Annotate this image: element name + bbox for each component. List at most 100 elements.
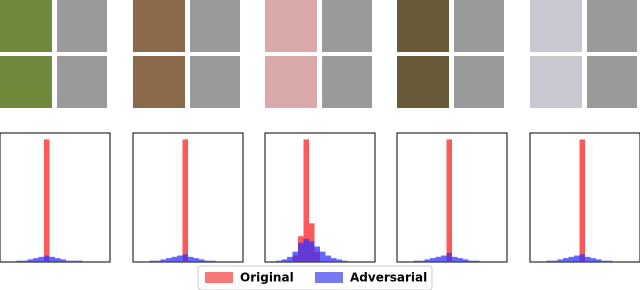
image <box>397 0 449 52</box>
histogram-bar <box>166 258 172 262</box>
histogram-bar <box>281 259 287 262</box>
histogram-bar <box>314 246 320 262</box>
series <box>182 139 188 262</box>
histogram-bar <box>568 256 574 262</box>
histogram-bar <box>38 256 44 262</box>
histogram-bar <box>563 258 569 262</box>
histogram-bar <box>435 256 441 262</box>
histogram-bar <box>557 259 563 262</box>
histogram-bar <box>325 255 331 262</box>
perturbation-map <box>587 0 637 52</box>
histogram-bar <box>607 260 613 262</box>
histogram-bar <box>66 260 72 262</box>
histogram-bar <box>441 255 447 262</box>
histogram-bar <box>276 260 282 262</box>
image <box>0 0 52 52</box>
histogram-bar <box>204 260 210 262</box>
series <box>413 252 480 262</box>
histogram-bar <box>210 260 216 262</box>
perturbation-map <box>57 56 107 108</box>
histogram-bar <box>446 139 452 262</box>
histogram-bar <box>463 259 469 262</box>
histogram-bar <box>44 139 50 262</box>
histogram-bar <box>596 259 602 262</box>
histogram-bar <box>474 260 480 262</box>
histogram-bar <box>49 256 55 262</box>
histogram-bar <box>16 260 22 262</box>
histogram-bar <box>199 259 205 262</box>
series <box>149 254 216 262</box>
histogram-bar <box>303 139 309 262</box>
perturbation-map <box>322 56 372 108</box>
histogram-bar <box>182 254 188 262</box>
image <box>265 0 317 52</box>
histogram-bar <box>452 256 458 262</box>
histogram-bar <box>320 251 326 262</box>
histogram-bar <box>171 256 177 262</box>
histogram-bar <box>77 260 83 262</box>
histogram-bar <box>60 259 66 262</box>
histogram-bar <box>457 258 463 262</box>
histogram-bar <box>413 260 419 262</box>
histogram-bar <box>188 256 194 262</box>
histogram-bar <box>446 252 452 262</box>
legend-swatch <box>315 272 343 283</box>
histogram-bar <box>55 258 61 262</box>
histogram-bar <box>419 260 425 262</box>
histogram-bar <box>309 241 315 262</box>
perturbation-map <box>57 0 107 52</box>
histogram-bar <box>155 260 161 262</box>
histogram-bar <box>71 260 77 262</box>
image <box>133 0 185 52</box>
image <box>530 0 582 52</box>
histogram-bar <box>579 254 585 262</box>
series <box>16 255 83 262</box>
perturbation-map <box>587 56 637 108</box>
histogram-bar <box>579 139 585 262</box>
image <box>530 56 582 108</box>
series <box>446 139 452 262</box>
perturbation-map <box>190 0 240 52</box>
image <box>133 56 185 108</box>
histogram-bar <box>22 260 28 262</box>
histogram-bar <box>33 258 39 262</box>
histogram-bar <box>160 259 166 262</box>
histogram-bar <box>585 256 591 262</box>
histogram-bar <box>149 260 155 262</box>
histogram-bar <box>574 255 580 262</box>
series <box>546 254 613 262</box>
legend-swatch <box>205 272 233 283</box>
histogram-bar <box>44 255 50 262</box>
histogram-bar <box>303 238 309 262</box>
histogram-bar <box>601 260 607 262</box>
histogram-bar <box>292 251 298 262</box>
histogram-bar <box>552 260 558 262</box>
histogram-bar <box>430 258 436 262</box>
histogram-bar <box>342 260 348 262</box>
histogram-bar <box>193 258 199 262</box>
histogram-bar <box>182 139 188 262</box>
histogram-bar <box>287 256 293 262</box>
histogram-bar <box>177 255 183 262</box>
histogram-bar <box>336 259 342 262</box>
histogram-bar <box>27 259 33 262</box>
histogram-bar <box>424 259 430 262</box>
series <box>276 238 348 262</box>
perturbation-map <box>190 56 240 108</box>
perturbation-map <box>454 0 504 52</box>
image <box>265 56 317 108</box>
legend-label: Adversarial <box>350 271 427 285</box>
histogram-bar <box>331 258 337 262</box>
histogram-bar <box>590 258 596 262</box>
histogram-bar <box>468 260 474 262</box>
perturbation-map <box>322 0 372 52</box>
image <box>0 56 52 108</box>
series <box>579 139 585 262</box>
histogram-bar <box>298 242 304 262</box>
perturbation-map <box>454 56 504 108</box>
plot-frame <box>264 132 376 263</box>
histogram-bar <box>546 260 552 262</box>
plot-frame <box>0 132 111 263</box>
image <box>397 56 449 108</box>
